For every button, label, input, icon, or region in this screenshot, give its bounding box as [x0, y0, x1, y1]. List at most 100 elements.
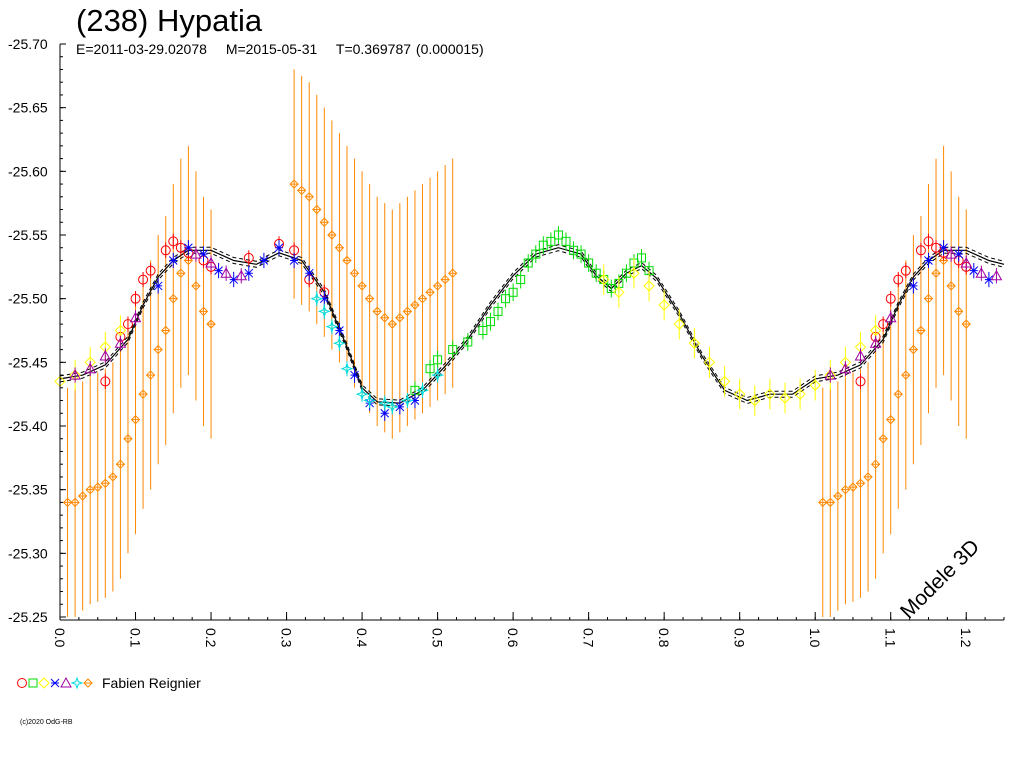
plus-diamond-point — [387, 319, 397, 329]
square-point — [463, 337, 473, 347]
square-point — [531, 249, 541, 259]
plus-diamond-point — [327, 230, 337, 240]
y-tick-label: -25.40 — [8, 418, 48, 434]
triangle-point — [114, 337, 127, 348]
y-tick-label: -25.70 — [8, 36, 48, 52]
plus-diamond-point — [946, 281, 956, 291]
cross-point — [924, 256, 933, 265]
plus-diamond-point — [908, 344, 919, 355]
cross-point — [380, 408, 390, 418]
y-tick-label: -25.25 — [8, 609, 48, 625]
triangle-point — [945, 248, 957, 259]
plus-diamond-point — [410, 300, 420, 310]
cross-point — [214, 266, 223, 276]
y-tick-label: -25.45 — [8, 354, 48, 370]
triangle-point — [220, 267, 232, 278]
square-point — [448, 345, 458, 355]
x-tick-label: 0.6 — [505, 628, 521, 648]
diamond-point — [733, 388, 746, 400]
plus-diamond-point — [825, 497, 836, 508]
period-text: T=0.369787 (0.000015) — [335, 41, 484, 57]
orange-series-group — [62, 69, 971, 617]
x-tick-label: 0.0 — [52, 628, 68, 648]
model-curve-upper — [59, 244, 1005, 401]
plus-diamond-point — [289, 179, 299, 189]
circle-point — [878, 319, 889, 330]
x-tick-label: 0.9 — [732, 628, 748, 648]
triangle-point — [235, 269, 248, 281]
square-point — [425, 364, 435, 374]
y-tick-label: -25.60 — [8, 163, 48, 179]
diamond-point — [718, 375, 731, 388]
plus-diamond-point — [870, 459, 881, 469]
square-point — [478, 326, 488, 335]
diamond-point — [779, 392, 791, 404]
triangle-point — [990, 269, 1003, 281]
plus-diamond-point — [342, 255, 352, 266]
plus-diamond-point — [402, 306, 413, 317]
triangle-point — [975, 267, 988, 278]
cross-point — [184, 243, 193, 253]
star-point — [415, 383, 430, 397]
square-point — [516, 275, 526, 285]
triangle-point — [824, 369, 837, 380]
plus-diamond-point — [440, 274, 450, 285]
triangle-point — [884, 311, 897, 323]
diamond-point — [598, 273, 610, 286]
circle-point — [893, 274, 904, 285]
square-legend-icon — [28, 678, 38, 688]
square-point — [637, 253, 647, 263]
star-point — [400, 394, 414, 408]
plus-diamond-point — [961, 319, 971, 329]
plus-diamond-point — [848, 482, 858, 492]
star-point — [355, 387, 369, 401]
chart-title: (238) Hypatia — [76, 3, 263, 38]
plus-diamond-point — [115, 459, 126, 469]
epoch-text: E=2011-03-29.02078 — [76, 41, 207, 57]
ephemeris-line: E=2011-03-29.02078 M=2015-05-31 T=0.3697… — [76, 41, 498, 57]
circle-point — [885, 293, 896, 304]
star-point — [378, 396, 392, 410]
square-point — [501, 294, 511, 304]
diamond-point — [643, 280, 655, 292]
diamond-point — [688, 337, 701, 349]
square-point — [546, 236, 556, 246]
plus-diamond-point — [901, 370, 911, 380]
plus-diamond-point — [296, 185, 307, 196]
x-tick-label: 0.7 — [581, 628, 597, 648]
plus-diamond-point — [100, 478, 111, 489]
cross-legend-icon — [50, 678, 60, 688]
plus-diamond-point — [893, 389, 903, 399]
diamond-point — [869, 324, 882, 337]
plus-diamond-point — [863, 472, 873, 482]
plus-diamond-point — [93, 482, 103, 492]
star-point — [325, 320, 339, 334]
triangle-point — [854, 349, 867, 361]
circle-point — [900, 265, 911, 276]
cross-point — [304, 268, 314, 278]
diamond-point — [809, 379, 821, 391]
cross-point — [969, 266, 979, 276]
triangle-legend-icon — [60, 676, 72, 688]
plus-diamond-point — [312, 204, 322, 215]
star-point — [363, 394, 377, 408]
cross-point — [244, 268, 254, 278]
triangle-point — [84, 362, 97, 374]
plus-diamond-point — [161, 325, 171, 336]
model-curve-group — [59, 244, 1005, 407]
square-point — [606, 283, 616, 293]
circle-legend-icon — [17, 678, 27, 688]
diamond-legend-icon — [38, 677, 50, 689]
plus-diamond-point — [840, 484, 851, 495]
x-tick-label: 0.8 — [656, 628, 672, 648]
cross-point — [259, 256, 269, 265]
legend-observer: Fabien Reignier — [102, 675, 201, 691]
circle-point — [243, 252, 254, 263]
x-tick-label: 1.1 — [883, 628, 899, 648]
triangle-point — [99, 349, 112, 361]
plus-diamond-point — [304, 192, 314, 202]
circle-point — [138, 274, 149, 285]
cross-point — [954, 249, 964, 259]
plus-diamond-point — [855, 478, 866, 489]
